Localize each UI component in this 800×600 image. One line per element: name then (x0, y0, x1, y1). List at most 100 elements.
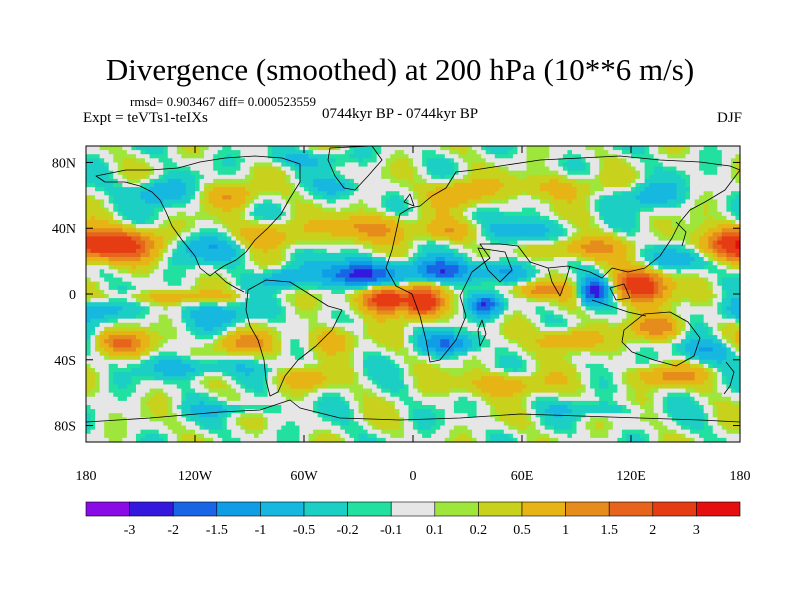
field-cell (558, 236, 564, 242)
field-cell (576, 187, 582, 192)
field-cell (472, 203, 478, 209)
field-cell (126, 158, 133, 164)
field-cell (712, 183, 718, 188)
field-cell (567, 261, 573, 266)
field-cell (522, 273, 528, 279)
field-cell (113, 195, 119, 201)
field-cell (699, 207, 705, 213)
field-cell (267, 228, 273, 233)
field-cell (126, 261, 133, 266)
field-cell (95, 215, 101, 221)
field-cell (158, 158, 164, 164)
field-cell (272, 150, 278, 155)
field-cell (390, 269, 396, 275)
field-cell (590, 277, 596, 283)
field-cell (344, 170, 351, 176)
field-cell (372, 162, 378, 168)
field-cell (690, 228, 696, 233)
field-cell (649, 265, 655, 270)
field-cell (444, 244, 450, 250)
field-cell (735, 273, 741, 279)
field-cell (135, 178, 142, 184)
field-cell (208, 248, 214, 254)
field-cell (181, 244, 187, 250)
field-cell (254, 170, 260, 176)
field-cell (185, 158, 192, 164)
field-cell (272, 232, 278, 238)
field-cell (358, 277, 364, 283)
field-cell (490, 232, 496, 238)
field-cell (476, 273, 482, 279)
field-cell (417, 244, 423, 250)
field-cell (544, 154, 550, 159)
field-cell (272, 199, 278, 205)
field-cell (640, 162, 646, 168)
field-cell (653, 183, 659, 188)
field-cell (131, 265, 137, 270)
field-cell (254, 232, 260, 238)
field-cell (294, 187, 301, 192)
field-cell (263, 158, 269, 164)
field-cell (712, 174, 718, 180)
field-cell (708, 257, 714, 262)
field-cell (476, 183, 482, 188)
field-cell (285, 228, 291, 233)
field-cell (213, 150, 219, 155)
field-cell (244, 277, 251, 283)
field-cell (108, 232, 114, 238)
field-cell (122, 265, 128, 270)
field-cell (699, 277, 705, 283)
field-cell (467, 207, 473, 213)
field-cell (576, 236, 582, 242)
field-cell (190, 261, 196, 266)
field-cell (594, 187, 600, 192)
field-cell (599, 187, 605, 192)
field-cell (581, 277, 587, 283)
field-cell (363, 203, 369, 209)
field-cell (185, 269, 192, 275)
field-cell (680, 281, 687, 287)
field-cell (685, 203, 691, 209)
field-cell (372, 277, 378, 283)
field-cell (367, 158, 373, 164)
field-cell (95, 269, 101, 275)
field-cell (690, 146, 696, 151)
field-cell (635, 215, 641, 221)
field-cell (99, 232, 105, 238)
field-cell (413, 162, 419, 168)
field-cell (263, 236, 269, 242)
field-cell (667, 207, 673, 213)
field-cell (581, 257, 587, 262)
field-cell (403, 273, 410, 279)
field-cell (494, 154, 500, 159)
field-cell (331, 244, 337, 250)
field-cell (131, 178, 137, 184)
field-cell (440, 150, 446, 155)
field-cell (730, 248, 737, 254)
field-cell (603, 191, 609, 196)
field-cell (612, 211, 618, 217)
field-cell (549, 224, 555, 229)
field-cell (176, 277, 182, 283)
field-cell (444, 281, 450, 287)
field-cell (358, 257, 364, 262)
field-cell (626, 199, 632, 205)
field-cell (240, 228, 246, 233)
field-cell (690, 220, 696, 225)
field-cell (671, 277, 678, 283)
field-cell (503, 281, 509, 287)
field-cell (335, 146, 341, 151)
field-cell (603, 269, 609, 275)
field-cell (376, 244, 382, 250)
field-cell (658, 187, 664, 192)
field-cell (344, 277, 351, 283)
field-cell (426, 211, 432, 217)
field-cell (240, 277, 246, 283)
field-cell (553, 232, 559, 238)
field-cell (531, 240, 537, 246)
field-cell (644, 191, 650, 196)
field-cell (662, 162, 668, 168)
field-cell (281, 232, 287, 238)
field-cell (472, 248, 478, 254)
field-cell (372, 240, 378, 246)
